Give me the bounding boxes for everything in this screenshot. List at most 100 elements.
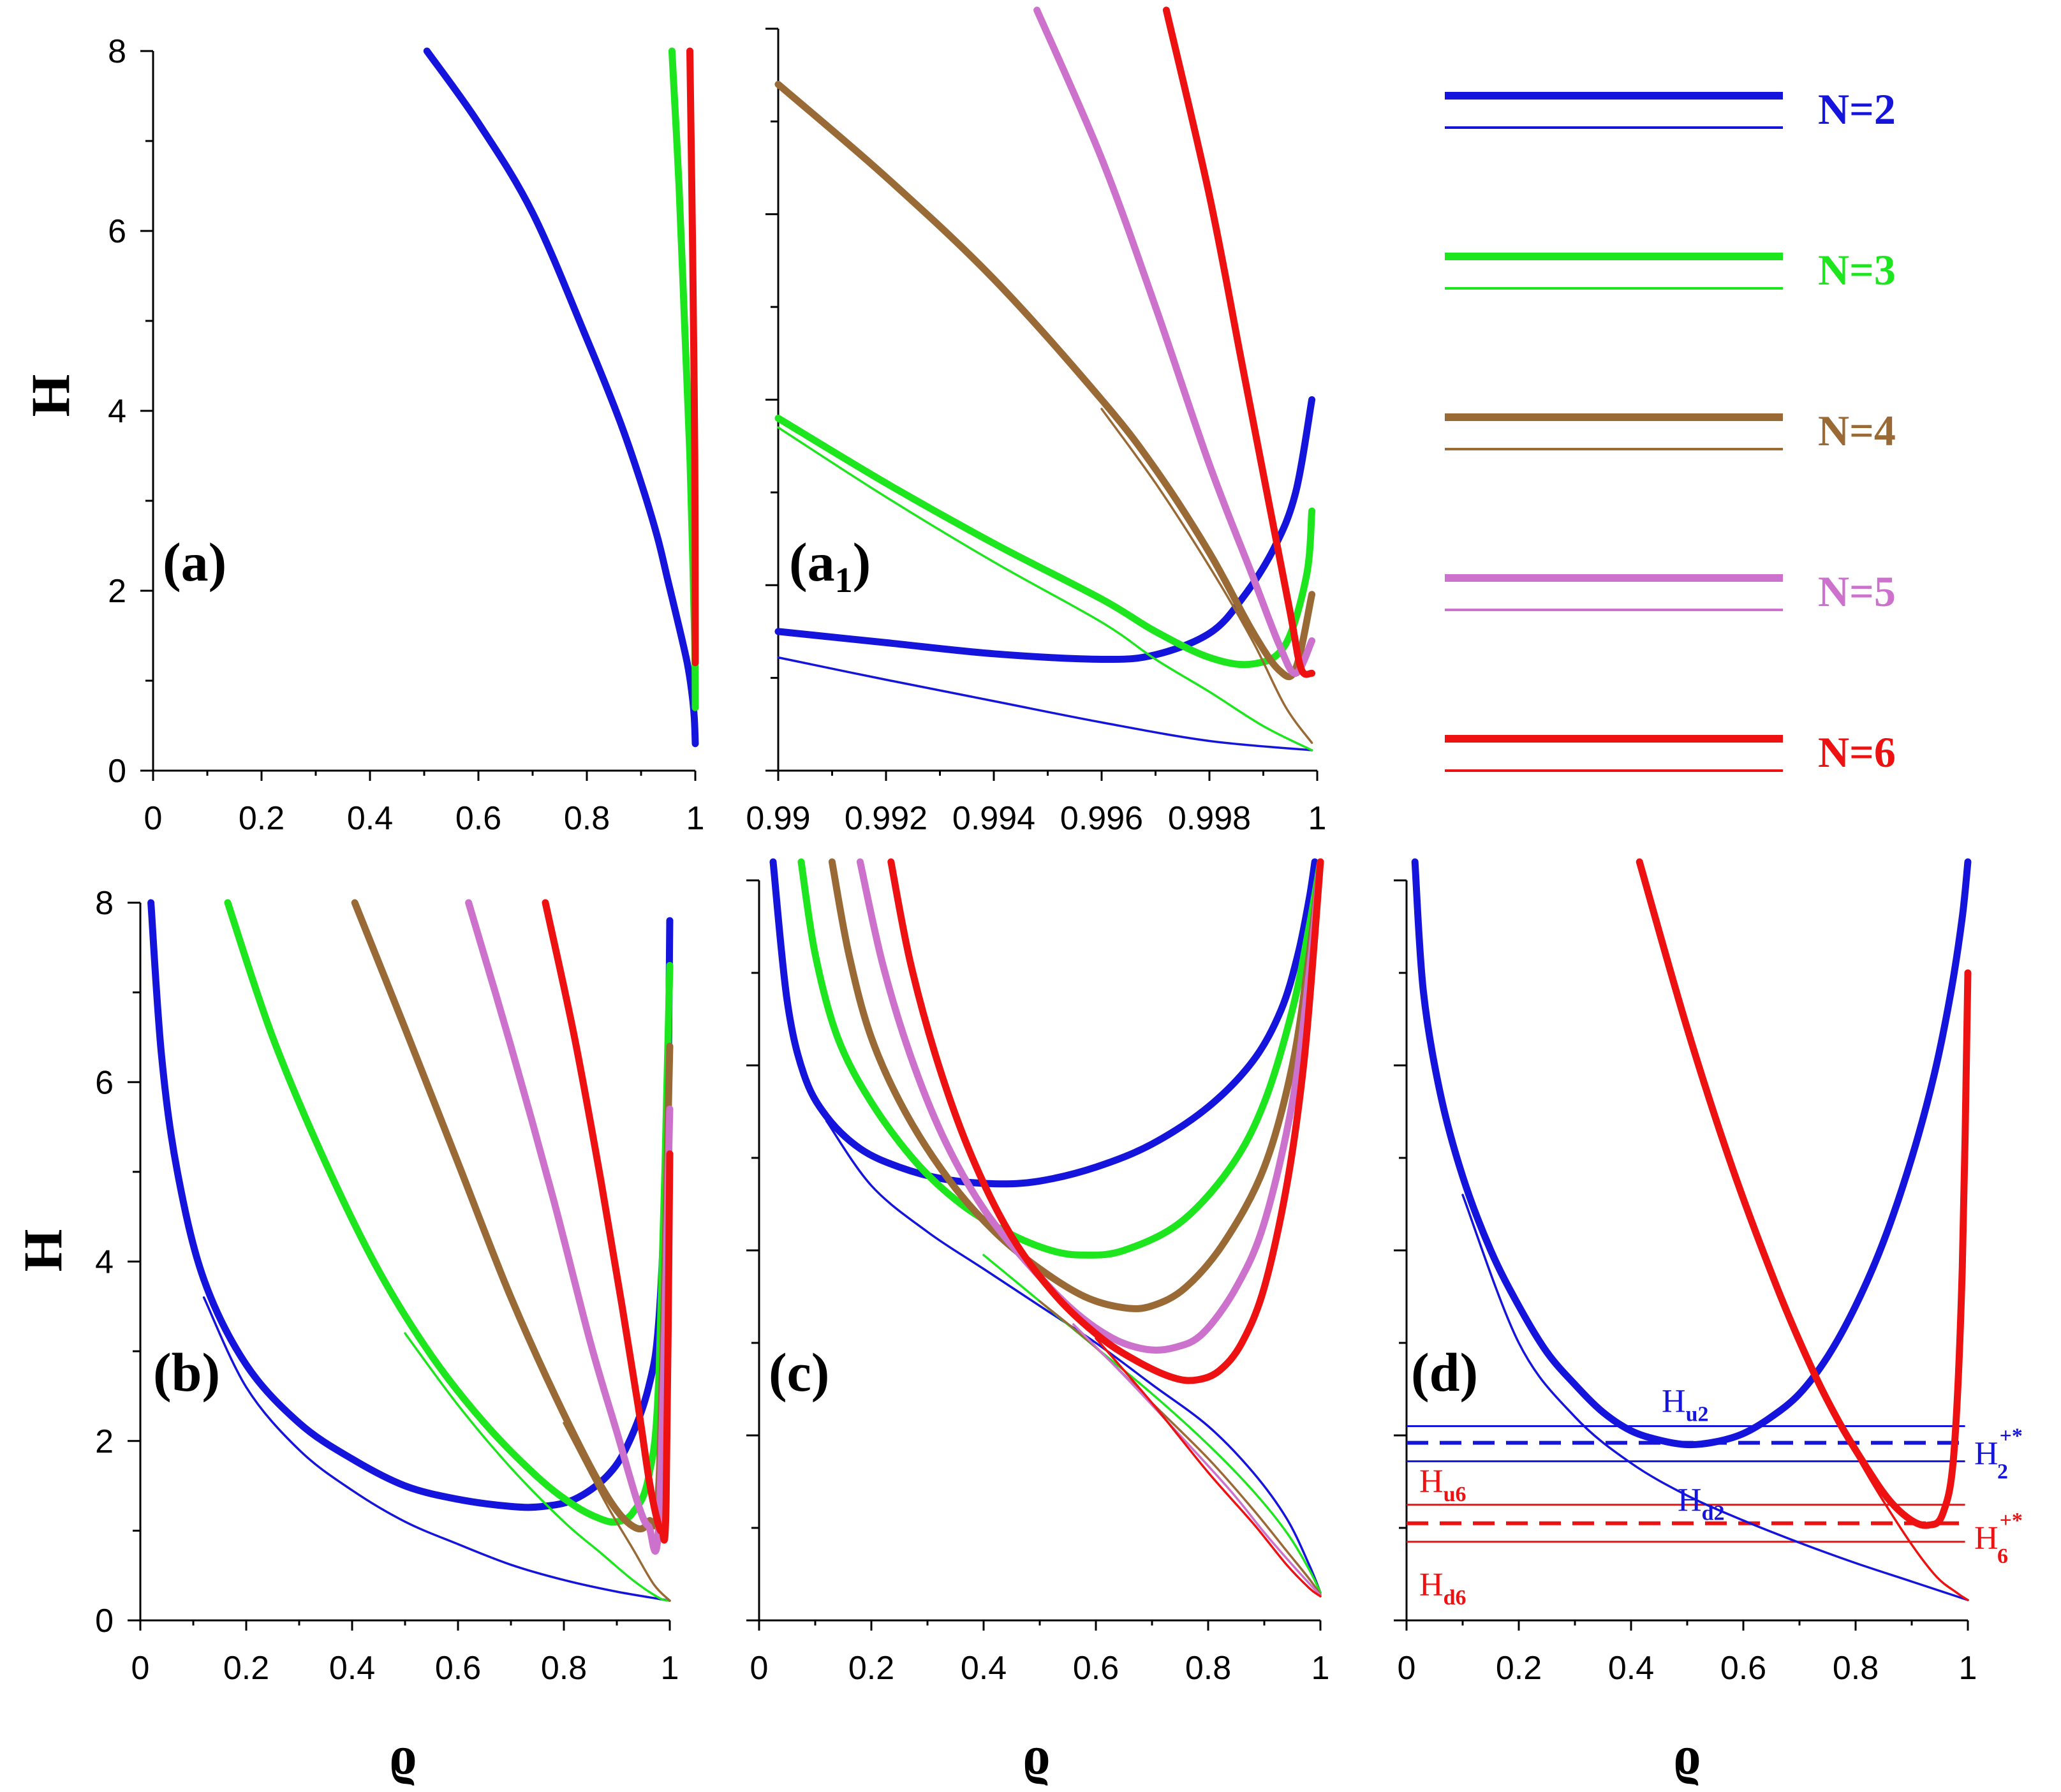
x-tick-label: 0.8 [541,1650,587,1687]
series-line-N=3-thin [404,1332,671,1602]
y-tick-label: 2 [108,573,126,610]
x-tick-label: 0 [131,1650,150,1687]
x-tick-label: 0.4 [1608,1650,1654,1687]
series-line-N=2-thin [825,1120,1322,1594]
hline-label-Hd6: Hd6 [1419,1567,1466,1610]
series-line-N=2-thin [202,1296,671,1602]
x-tick-label: 0 [144,800,163,837]
legend-item-N=6: N=6 [1445,728,1896,776]
legend-item-N=2: N=2 [1445,85,1896,133]
x-axis-title-c: ϱ [1023,1724,1051,1786]
series-line-N=2-thin [777,656,1313,752]
series-line-N=5-thick [1033,6,1316,677]
series-line-N=3-thin [777,426,1313,752]
x-tick-label: 0.998 [1168,800,1251,837]
y-tick-label: 0 [108,753,126,790]
series-line-N=2-thick [769,858,1319,1188]
x-tick-label: 0.2 [848,1650,894,1687]
series-line-N=2-thick [147,899,674,1511]
legend-item-N=5: N=5 [1445,567,1896,616]
series-line-N=4-thin [1100,408,1313,744]
x-tick-label: 0.4 [961,1650,1007,1687]
x-tick-label: 1 [1959,1650,1977,1687]
y-axis-title-bottom: H [12,1229,73,1272]
series-line-N=4-thin [563,1421,671,1602]
x-tick-label: 0 [1398,1650,1416,1687]
legend-item-N=4: N=4 [1445,406,1896,455]
x-tick-label: 1 [1311,1650,1330,1687]
panel-label-b: (b) [153,1342,220,1403]
x-tick-label: 0.4 [329,1650,375,1687]
x-tick-label: 0.99 [746,800,810,837]
panel-label-d: (d) [1411,1342,1478,1403]
series-line-N=5-thick [856,858,1324,1354]
series-line-N=6-thick [1636,858,1972,1529]
y-tick-label: 8 [108,33,126,70]
series-line-N=4-thick [828,858,1324,1312]
series-line-N=4-thick [774,80,1316,681]
y-tick-label: 8 [95,885,114,922]
y-tick-label: 6 [95,1064,114,1101]
x-tick-label: 0.8 [564,800,610,837]
x-tick-label: 1 [1308,800,1327,837]
x-axis-title-b: ϱ [390,1724,417,1786]
x-tick-label: 0.6 [455,800,501,837]
x-tick-label: 0 [750,1650,769,1687]
y-axis-title-top: H [20,374,81,417]
series-line-N=3-thick [797,858,1324,1259]
series-line-N=2-thick [1411,858,1972,1449]
x-tick-label: 0.6 [435,1650,481,1687]
x-axis-title-d: ϱ [1674,1724,1701,1786]
legend-label: N=5 [1818,567,1896,616]
panel-2: 0.99 0.992 0.994 0.996 0.998 1 [746,6,1327,837]
panel-label-c: (c) [769,1342,829,1403]
legend-label: N=2 [1818,85,1896,133]
legend-item-N=3: N=3 [1445,246,1896,294]
series-line-N=5-thick [465,899,674,1555]
legend-label: N=3 [1818,246,1896,294]
x-tick-label: 0.6 [1073,1650,1119,1687]
hline-label-H6+*: H+* 6 [1974,1509,2023,1568]
series-line-N=6-thick [887,858,1324,1384]
x-tick-label: 0.6 [1720,1650,1766,1687]
hline-label-H2+*: H+* 2 [1974,1425,2023,1484]
y-tick-label: 4 [108,393,126,430]
series-line-N=6-thick [542,899,674,1544]
legend-label: N=6 [1818,728,1896,776]
panel-label-a: (a) [163,531,226,593]
panel-3: 0 0.2 0.4 0.6 0.8 1 0 2 4 6 8 [95,885,679,1687]
series-line-N=6-thick [1162,6,1316,678]
hline-label-Hd2: Hd2 [1678,1483,1724,1525]
series-line-N=6-thin [1095,1337,1322,1598]
hline-label-Hu6: Hu6 [1419,1463,1466,1506]
series-line-N=2-thin [1461,1194,1969,1601]
panel-4: 0 0.2 0.4 0.6 0.8 1 [746,858,1330,1687]
legend-label: N=4 [1818,406,1896,455]
y-tick-label: 4 [95,1244,114,1281]
series-line-N=3-thick [224,899,674,1526]
y-tick-label: 2 [95,1423,114,1460]
x-tick-label: 1 [686,800,705,837]
series-line-N=5-thin [1072,1323,1322,1597]
x-tick-label: 0.2 [239,800,284,837]
x-tick-label: 0.992 [845,800,927,837]
series-line-N=2-thick [774,396,1316,663]
series-line-N=6-thin [1809,1360,1969,1601]
y-tick-label: 6 [108,213,126,250]
series-line-N=4-thick [351,899,674,1533]
panel-5: 0 0.2 0.4 0.6 0.8 1 Hu2 H+* 2 Hd2 Hu6 H+* 6 Hd6 [1394,858,2023,1687]
hline-label-Hu2: Hu2 [1662,1384,1708,1426]
x-tick-label: 0.8 [1185,1650,1231,1687]
x-tick-label: 0.2 [223,1650,269,1687]
legend: N=2 N=3 N=4 N=5 N=6 [1445,85,1896,776]
x-tick-label: 0.2 [1496,1650,1542,1687]
x-tick-label: 0.8 [1833,1650,1879,1687]
series-line-N=3-thick [774,415,1316,669]
series-line-N=2-thick [423,47,699,748]
x-tick-label: 0.996 [1060,800,1143,837]
x-tick-label: 1 [661,1650,679,1687]
x-tick-label: 0.994 [952,800,1035,837]
panel-label-a1: (a1) [789,531,871,600]
panel-1: 0 0.2 0.4 0.6 0.8 1 0 2 4 6 8 [108,33,704,837]
